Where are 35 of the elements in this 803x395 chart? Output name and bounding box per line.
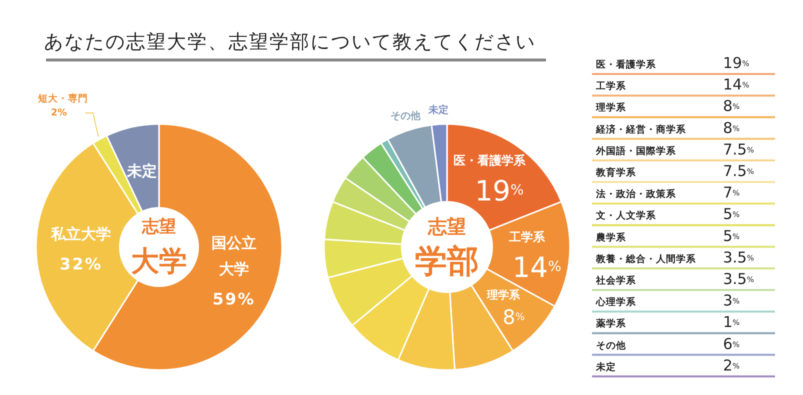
category-label: 未定 [595,360,616,373]
category-label: 工学系 [595,80,627,92]
category-label: 理学系 [595,102,627,114]
data-label: 2% [50,107,68,118]
text: 学部 [415,242,479,280]
slice-label: その他 [390,110,422,122]
data-label: 8% [502,304,525,329]
slice-label: 工学系 [508,230,546,244]
slice-label: 短大・専門 [37,92,88,104]
category-label: 教育学系 [595,166,637,178]
category-label: 農学系 [595,231,627,244]
data-label: 14% [512,250,562,284]
category-label: 薬学系 [595,318,627,330]
category-label: 教養・総合・人間学系 [595,252,697,265]
slice-label: 理学系 [486,288,522,302]
slice-label: 国公立大学 [211,234,256,278]
data-label: 32% [60,254,102,274]
slice-label: 医・看護学系 [453,153,526,168]
slice-label: 未定 [428,104,449,116]
category-label: その他 [596,339,627,352]
category-label: 社会学系 [595,274,637,286]
category-label: 心理学系 [595,296,637,308]
text: 志望 [141,217,176,237]
slice-label: 私立大学 [50,225,111,243]
category-label: 法・政治・政策系 [595,188,677,200]
category-label: 外国語・国際学系 [595,144,677,157]
chart-title: あなたの志望大学、志望学部について教えてください [44,31,536,53]
category-label: 文・人文学系 [595,210,657,222]
slice-label: 未定 [126,162,157,180]
text: 大学 [131,244,187,278]
text: 志望 [427,216,466,238]
category-label: 医・看護学系 [596,58,657,70]
data-label: 59% [212,289,256,308]
data-label: 19% [474,174,524,207]
category-label: 経済・経営・商学系 [595,123,687,136]
